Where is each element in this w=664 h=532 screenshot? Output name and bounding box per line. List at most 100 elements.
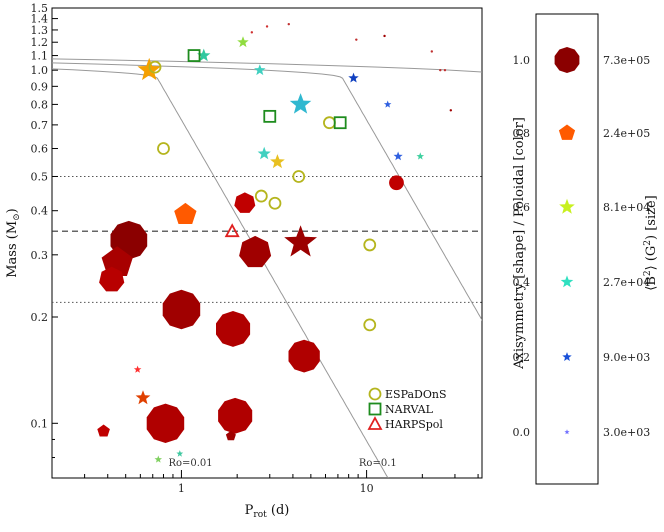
open-point-1 bbox=[157, 142, 170, 155]
data-point-12 bbox=[389, 175, 404, 191]
data-point-37 bbox=[449, 109, 453, 112]
side-legend-marker-4 bbox=[562, 352, 572, 361]
data-point-36 bbox=[443, 68, 447, 72]
rossby-labels: Ro=0.01 Ro=0.1 bbox=[168, 458, 396, 469]
side-axis-tick-5: 0.0 bbox=[513, 426, 531, 439]
instrument-legend: ESPaDOnS NARVAL HARPSpol bbox=[367, 387, 447, 431]
y-tick-label-11: 1.2 bbox=[31, 36, 49, 49]
data-point-38 bbox=[250, 31, 254, 34]
side-axis-tick-4: 0.2 bbox=[513, 351, 531, 364]
x-axis-label: Prot (d) bbox=[245, 503, 290, 520]
side-b2-tick-2: 8.1e+04 bbox=[603, 201, 650, 214]
data-point-8 bbox=[239, 235, 272, 268]
open-point-11 bbox=[224, 223, 240, 238]
y-tick-label-7: 0.8 bbox=[31, 98, 49, 111]
y-tick-label-9: 1.0 bbox=[31, 64, 49, 77]
y-tick-label-2: 0.3 bbox=[31, 249, 49, 262]
rossby-label-0: Ro=0.01 bbox=[168, 458, 212, 469]
main-plot: 1 10 0.1 0.2 0.3 0.4 0.5 0.6 0.7 0.8 0.9 1.01.11.2 1… bbox=[5, 2, 483, 520]
data-point-31 bbox=[287, 22, 290, 26]
data-point-26 bbox=[393, 151, 403, 161]
axis-ticks: 1 10 0.1 0.2 0.3 0.4 0.5 0.6 0.7 0.8 0.9 1.01.11.2 1… bbox=[31, 2, 479, 495]
rossby-curves bbox=[52, 58, 482, 478]
data-point-29 bbox=[176, 450, 184, 457]
y-tick-label-5: 0.6 bbox=[31, 143, 49, 156]
data-point-23 bbox=[270, 154, 285, 169]
legend-label-0: ESPaDOnS bbox=[385, 388, 447, 401]
data-point-25 bbox=[383, 100, 392, 108]
data-point-10 bbox=[234, 192, 256, 213]
open-point-6 bbox=[363, 238, 377, 252]
legend-marker-2 bbox=[367, 416, 383, 430]
open-point-10 bbox=[333, 116, 347, 130]
plot-frame bbox=[51, 7, 483, 479]
open-point-7 bbox=[363, 318, 377, 332]
side-axis-tick-1: 0.8 bbox=[513, 127, 531, 140]
data-point-30 bbox=[265, 25, 269, 28]
y-tick-label-4: 0.5 bbox=[31, 170, 49, 183]
y-tick-label-8: 0.9 bbox=[31, 80, 49, 93]
data-points bbox=[97, 22, 453, 463]
open-point-4 bbox=[292, 170, 306, 183]
b2-size-label: ⟨B2⟩ (G2) [size] bbox=[643, 195, 659, 291]
shape-size-legend: Axisymmetry [shape] / Poloidal [color] 1… bbox=[512, 13, 659, 485]
side-b2-tick-3: 2.7e+04 bbox=[603, 276, 650, 289]
data-point-20 bbox=[254, 64, 266, 76]
data-point-5 bbox=[288, 339, 320, 373]
data-point-3 bbox=[162, 289, 201, 330]
data-point-28 bbox=[154, 455, 162, 463]
data-point-24 bbox=[348, 72, 359, 83]
y-tick-label-1: 0.2 bbox=[31, 311, 49, 324]
data-point-14 bbox=[225, 430, 236, 441]
side-b2-tick-5: 3.0e+03 bbox=[603, 426, 650, 439]
x-tick-label-1: 10 bbox=[360, 482, 374, 495]
y-tick-label-14: 1.5 bbox=[31, 2, 49, 15]
open-point-8 bbox=[187, 49, 201, 62]
legend-marker-1 bbox=[368, 402, 382, 416]
rossby-curve-1 bbox=[52, 58, 482, 321]
y-tick-label-0: 0.1 bbox=[31, 417, 49, 430]
data-point-13 bbox=[97, 424, 110, 437]
x-tick-label-0: 1 bbox=[178, 482, 185, 495]
y-axis-label: Mass (M⊙) bbox=[5, 208, 22, 278]
legend-label-1: NARVAL bbox=[385, 403, 434, 416]
legend-marker-0 bbox=[368, 387, 382, 401]
side-axis-tick-0: 1.0 bbox=[513, 54, 531, 67]
data-point-16 bbox=[133, 365, 142, 373]
y-tick-label-3: 0.4 bbox=[31, 205, 49, 218]
data-point-27 bbox=[416, 152, 425, 160]
side-b2-tick-1: 2.4e+05 bbox=[603, 127, 650, 140]
data-point-2 bbox=[99, 266, 125, 292]
data-point-11 bbox=[174, 202, 197, 224]
side-legend-marker-2 bbox=[559, 198, 575, 214]
data-point-15 bbox=[135, 390, 151, 405]
open-point-9 bbox=[263, 109, 277, 123]
y-tick-label-6: 0.7 bbox=[31, 119, 49, 132]
data-point-33 bbox=[355, 38, 358, 41]
y-tick-label-10: 1.1 bbox=[31, 50, 49, 63]
data-point-22 bbox=[257, 146, 271, 160]
data-point-6 bbox=[146, 403, 185, 443]
data-point-7 bbox=[218, 397, 253, 434]
rossby-label-1: Ro=0.1 bbox=[359, 458, 397, 469]
side-axis-tick-3: 0.4 bbox=[513, 276, 531, 289]
side-b2-tick-0: 7.3e+05 bbox=[603, 54, 650, 67]
side-legend-marker-0 bbox=[554, 47, 580, 73]
side-b2-tick-4: 9.0e+03 bbox=[603, 351, 650, 364]
data-point-18 bbox=[197, 48, 211, 62]
data-point-9 bbox=[284, 225, 317, 257]
data-point-19 bbox=[237, 36, 249, 48]
side-legend-marker-5 bbox=[564, 429, 570, 435]
open-point-0 bbox=[148, 60, 162, 74]
data-point-35 bbox=[439, 68, 442, 72]
rossby-curve-0 bbox=[52, 58, 389, 478]
side-legend-marker-3 bbox=[560, 275, 574, 288]
open-point-3 bbox=[268, 196, 282, 210]
axisymmetry-label: Axisymmetry [shape] / Poloidal [color] bbox=[512, 117, 527, 370]
y-tick-label-13: 1.4 bbox=[31, 13, 49, 26]
data-point-34 bbox=[430, 50, 434, 53]
legend-label-2: HARPSpol bbox=[385, 418, 443, 431]
side-legend-rows: 1.0 7.3e+05 0.8 2.4e+05 0.6 8.1e+04 0.4 2.7e+04… bbox=[513, 47, 650, 439]
side-legend-marker-1 bbox=[558, 124, 576, 140]
